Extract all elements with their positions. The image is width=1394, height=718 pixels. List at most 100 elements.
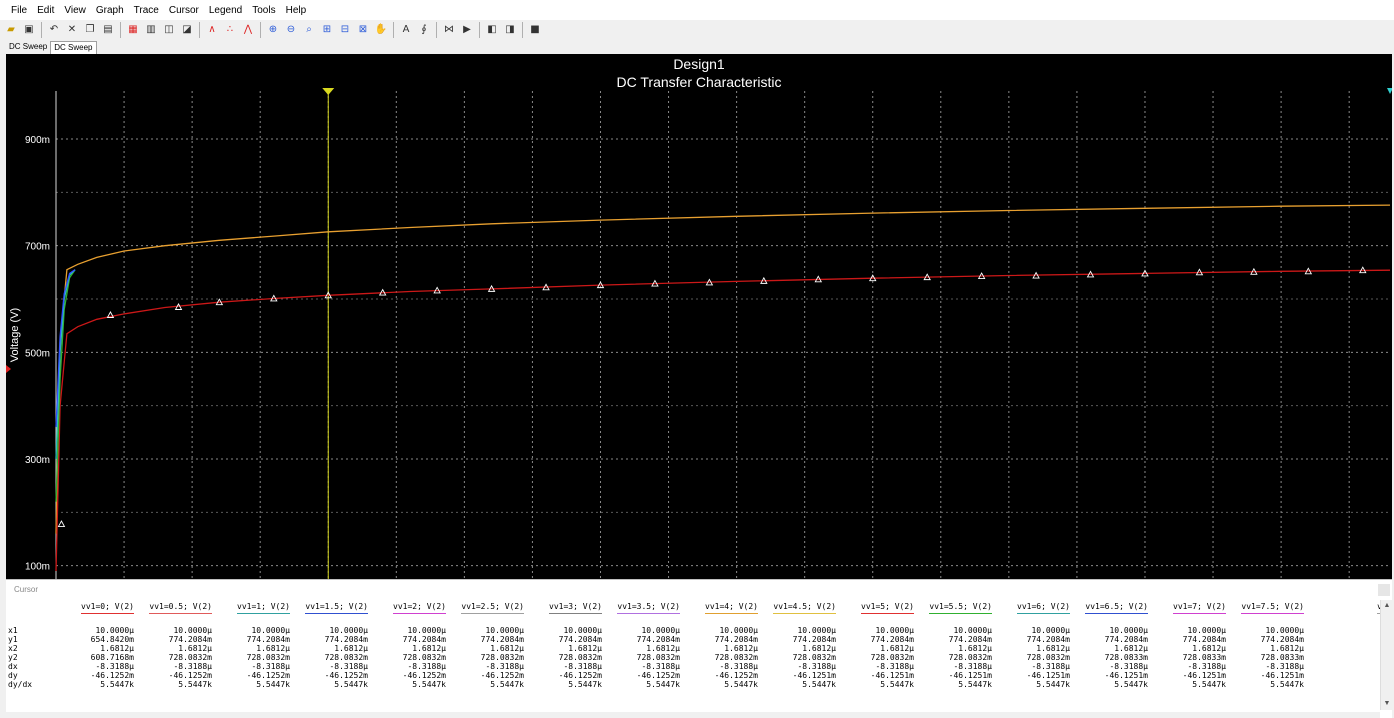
cursor-value: 5.5447k [802, 680, 836, 689]
cursor-value: 728.0832m [870, 653, 914, 662]
cursor-marker-icon [1387, 88, 1392, 94]
menu-cursor[interactable]: Cursor [168, 4, 199, 16]
stop-icon[interactable]: ■ [530, 24, 540, 35]
overlay-icon[interactable]: ◫ [164, 24, 174, 35]
zoom-y-icon[interactable]: ⊠ [358, 24, 368, 35]
zoom-area-icon[interactable]: ⌕ [306, 24, 312, 35]
y-tick-label: 700m [25, 242, 50, 253]
cursor-value: 1.6812µ [1036, 644, 1070, 653]
cursor-icon[interactable]: ⋈ [444, 24, 454, 35]
line-marker-icon[interactable]: ⋀ [243, 24, 253, 35]
label-icon[interactable]: ∮ [421, 24, 427, 35]
cursor-column-header-label: vv1=1; V(2) [237, 602, 290, 614]
cursor-value: 1.6812µ [646, 644, 680, 653]
cursor-gap-row [6, 614, 1388, 626]
cursor-value: -8.3188µ [563, 662, 602, 671]
cursor-value: -8.3188µ [875, 662, 914, 671]
horizontal-scrollbar[interactable] [6, 712, 1380, 718]
cursor-value: 774.2084m [714, 635, 758, 644]
cursor-value: 774.2084m [1260, 635, 1304, 644]
cursor-value: -8.3188µ [407, 662, 446, 671]
menu-graph[interactable]: Graph [95, 4, 124, 16]
cursor-value: -46.1251m [1182, 671, 1226, 680]
cursor-value: -46.1251m [870, 671, 914, 680]
data-point-marker [324, 291, 333, 299]
scroll-down-icon[interactable]: ▼ [1383, 700, 1391, 707]
data-point-marker [868, 274, 877, 282]
scatter-trace-icon[interactable]: ∴ [226, 24, 234, 35]
cursor-column-header: vv1=7.5; V(2) [1232, 600, 1310, 614]
tab-dc-sweep-2[interactable]: DC Sweep [50, 41, 97, 54]
cursor-value: 1.6812µ [412, 644, 446, 653]
text-icon[interactable]: A [402, 24, 410, 35]
cursor-row-label: y1 [8, 635, 18, 644]
menu-file[interactable]: File [11, 4, 28, 16]
y-tick-label: 300m [25, 455, 50, 466]
cursor-column-header: vv1=0.5; V(2) [140, 600, 218, 614]
zoom-in-icon[interactable]: ⊕ [268, 24, 278, 35]
cursor-value: 5.5447k [646, 680, 680, 689]
paste-graph-icon[interactable]: ◨ [505, 24, 515, 35]
cursor-column-header-label: vv1=5; V(2) [861, 602, 914, 614]
open-icon[interactable]: ▰ [7, 24, 15, 35]
cursor-column-header-label: vv1=1.5; V(2) [305, 602, 368, 614]
menu-edit[interactable]: Edit [37, 4, 55, 16]
cursor-value: -8.3188µ [797, 662, 836, 671]
cursor-value: 774.2084m [324, 635, 368, 644]
y-axis-marker-icon [6, 365, 11, 373]
menu-tools[interactable]: Tools [252, 4, 276, 16]
properties-icon[interactable]: ▥ [146, 24, 156, 35]
zoom-x-icon[interactable]: ⊟ [340, 24, 350, 35]
cursor-column-header-label: vv1=6; V(2) [1017, 602, 1070, 614]
copy-icon[interactable]: ❐ [85, 24, 95, 35]
cursor-value: 10.0000µ [173, 626, 212, 635]
data-point-marker [923, 273, 931, 281]
chart[interactable]: Design1 DC Transfer Characteristic 900m 700… [6, 54, 1392, 579]
cursor-value: 1.6812µ [1114, 644, 1148, 653]
cursor-value: 5.5447k [1192, 680, 1226, 689]
pan-icon[interactable]: ✋ [374, 24, 388, 35]
line-trace-icon[interactable]: ∧ [208, 24, 216, 35]
export-icon[interactable]: ◪ [182, 24, 192, 35]
grid-icon[interactable]: ▦ [128, 24, 138, 35]
cursor-column-header-label: vv1=0.5; V(2) [149, 602, 212, 614]
cursor-value: 5.5447k [958, 680, 992, 689]
scroll-up-icon[interactable]: ▲ [1383, 602, 1391, 609]
cursor-value: 774.2084m [636, 635, 680, 644]
menu-legend[interactable]: Legend [208, 4, 243, 16]
y-tick-label: 100m [25, 562, 50, 573]
cursor-value: -46.1252m [324, 671, 368, 680]
cursor-value: 5.5447k [100, 680, 134, 689]
cut-icon[interactable]: ✕ [67, 24, 77, 35]
select-icon[interactable]: ▶ [463, 24, 471, 35]
save-icon[interactable]: ▣ [24, 24, 34, 35]
data-point-marker [542, 283, 550, 291]
zoom-out-icon[interactable]: ⊖ [286, 24, 296, 35]
data-point-marker [106, 311, 115, 318]
series-line-3 [55, 269, 76, 502]
menu-help[interactable]: Help [285, 4, 307, 16]
menu-trace[interactable]: Trace [133, 4, 159, 16]
cursor-value: 728.0833m [1260, 653, 1304, 662]
toolbar-separator [522, 22, 523, 38]
zoom-fit-icon[interactable]: ⊞ [322, 24, 332, 35]
data-point-marker [378, 288, 387, 296]
copy-graph-icon[interactable]: ◧ [487, 24, 497, 35]
cursor-value: 5.5447k [1270, 680, 1304, 689]
paste-icon[interactable]: ▤ [103, 24, 113, 35]
vertical-scrollbar[interactable]: ▲ ▼ [1380, 600, 1392, 710]
cursor-value: 10.0000µ [1187, 626, 1226, 635]
plot-area[interactable]: Design1 DC Transfer Characteristic 900m 700… [6, 54, 1392, 579]
cursor-value: 728.0832m [402, 653, 446, 662]
cursor-value: 728.0832m [636, 653, 680, 662]
cursor-value: -8.3188µ [485, 662, 524, 671]
cursor-value: 728.0832m [1026, 653, 1070, 662]
cursor-value: 728.0832m [168, 653, 212, 662]
cursor-value [1310, 662, 1388, 671]
tab-dc-sweep-1[interactable]: DC Sweep [9, 42, 48, 51]
menu-view[interactable]: View [64, 4, 86, 16]
undo-icon[interactable]: ↶ [49, 24, 59, 35]
tab-strip: DC Sweep DC Sweep [0, 40, 1394, 54]
cursor-value [1310, 680, 1388, 689]
cursor-value: 774.2084m [168, 635, 212, 644]
